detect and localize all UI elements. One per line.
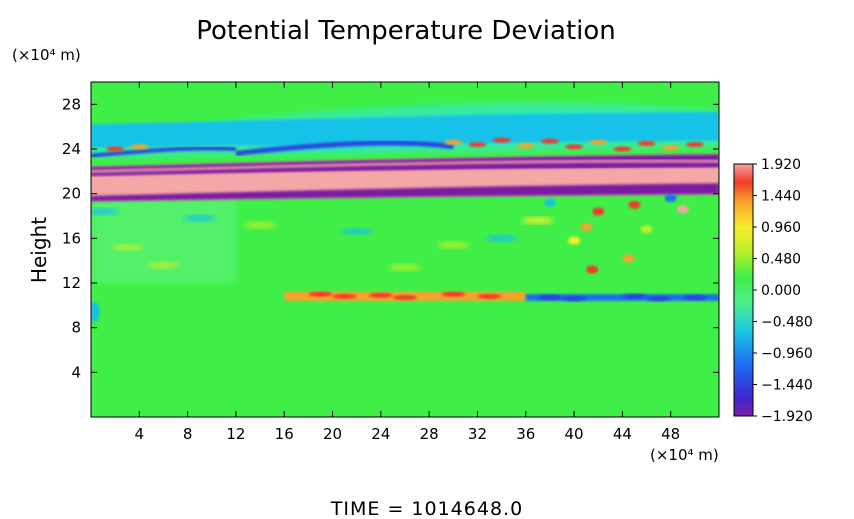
lower-blue-speck (682, 295, 707, 301)
y-tick-label: 4 (71, 363, 81, 381)
y-tick-label: 20 (62, 185, 81, 203)
band-streak (91, 168, 719, 182)
y-tick-label: 12 (62, 274, 81, 292)
mid-wisp (340, 228, 373, 235)
band-speckle (106, 146, 125, 152)
upper-blue-streak-left (91, 146, 237, 158)
plot-frame (90, 81, 720, 418)
colorbar (733, 163, 754, 417)
time-label: TIME = 1014648.0 (330, 498, 523, 519)
disturbance-blob (568, 236, 581, 245)
mid-wisp (91, 208, 120, 215)
x-tick-label: 48 (661, 425, 680, 443)
band-speckle (516, 143, 535, 149)
band-streak (91, 159, 719, 173)
band-speckle (444, 139, 463, 145)
band-speckle (540, 138, 559, 144)
disturbance-blob (543, 198, 556, 207)
x-tick-label: 28 (420, 425, 439, 443)
mid-wisp (521, 217, 554, 224)
band-speckle (637, 140, 656, 146)
lower-blue-speck (622, 293, 647, 299)
x-tick-label: 16 (275, 425, 294, 443)
lower-red-speck (477, 293, 502, 299)
x-tick-label: 40 (565, 425, 584, 443)
plot-area (91, 82, 719, 417)
disturbance-blob (586, 265, 599, 274)
disturbance-blob (676, 205, 689, 214)
x-tick-label: 24 (371, 425, 390, 443)
x-tick-label: 32 (468, 425, 487, 443)
band-speckle (613, 146, 632, 152)
x-tick-label: 36 (516, 425, 535, 443)
colorbar-tick-label: 1.920 (761, 157, 801, 173)
band-speckle (130, 144, 149, 150)
lower-red-speck (368, 292, 393, 298)
mid-wisp (147, 262, 180, 269)
band-speckle (661, 145, 680, 151)
y-tick-label: 24 (62, 140, 81, 158)
disturbance-blob (592, 207, 605, 216)
colorbar-tick-label: −0.960 (761, 346, 813, 362)
x-tick-label: 20 (323, 425, 342, 443)
upper-blue-streak (235, 140, 454, 156)
band-speckle (565, 144, 584, 150)
disturbance-blob (664, 194, 677, 203)
y-axis-label: Height (27, 217, 51, 283)
mid-wisp (244, 221, 277, 228)
x-unit-label: (×10⁴ m) (650, 446, 719, 464)
y-unit-label: (×10⁴ m) (12, 46, 81, 64)
colorbar-tick-label: −1.920 (761, 409, 813, 425)
lower-red-speck (332, 293, 357, 299)
band-speckle (589, 139, 608, 145)
mid-wisp (111, 244, 144, 251)
colorbar-tick-label: −1.440 (761, 378, 813, 394)
colorbar-tick-label: 0.480 (761, 252, 801, 268)
chart-title: Potential Temperature Deviation (196, 16, 616, 46)
y-tick-label: 8 (71, 319, 81, 337)
lower-red-speck (308, 291, 333, 297)
colorbar-tick-label: 1.440 (761, 189, 801, 205)
lower-red-speck (441, 291, 466, 297)
x-axis-ticks: 4 8 12 16 20 24 28 32 36 40 44 48 (135, 82, 680, 443)
mid-wisp (389, 264, 421, 271)
disturbance-blob (640, 225, 653, 234)
colorbar-ticks: 1.920 1.440 0.960 0.480 0.000 −0.480 −0.960 −1.… (753, 157, 813, 425)
feature-band-5 (91, 111, 719, 148)
band-speckle (685, 142, 704, 148)
band-speckle (468, 142, 487, 148)
band-streak (91, 163, 719, 176)
field-features (91, 103, 719, 323)
lower-blue-speck (537, 295, 562, 301)
colorbar-tick-label: 0.000 (761, 283, 801, 299)
mid-wisp (183, 215, 216, 222)
disturbance-blob (622, 254, 635, 263)
disturbance-blob (580, 223, 593, 232)
y-axis-ticks: 4 8 12 16 20 24 28 (62, 95, 719, 381)
mid-wisp (485, 235, 518, 242)
y-tick-label: 16 (62, 229, 81, 247)
feature-band-1 (91, 183, 719, 202)
band-speckle (492, 137, 511, 143)
disturbance-blob (628, 200, 641, 209)
y-tick-label: 28 (62, 95, 81, 113)
lower-blue-speck (562, 296, 587, 302)
lower-red-speck (393, 295, 417, 301)
colorbar-tick-label: 0.960 (761, 220, 801, 236)
x-tick-label: 44 (613, 425, 632, 443)
x-tick-label: 4 (135, 425, 145, 443)
x-tick-label: 8 (183, 425, 193, 443)
mid-wisp (437, 242, 470, 249)
x-tick-label: 12 (226, 425, 245, 443)
left-edge-cyan (91, 302, 100, 323)
colorbar-tick-label: −0.480 (761, 315, 813, 331)
lower-blue-speck (646, 296, 671, 302)
